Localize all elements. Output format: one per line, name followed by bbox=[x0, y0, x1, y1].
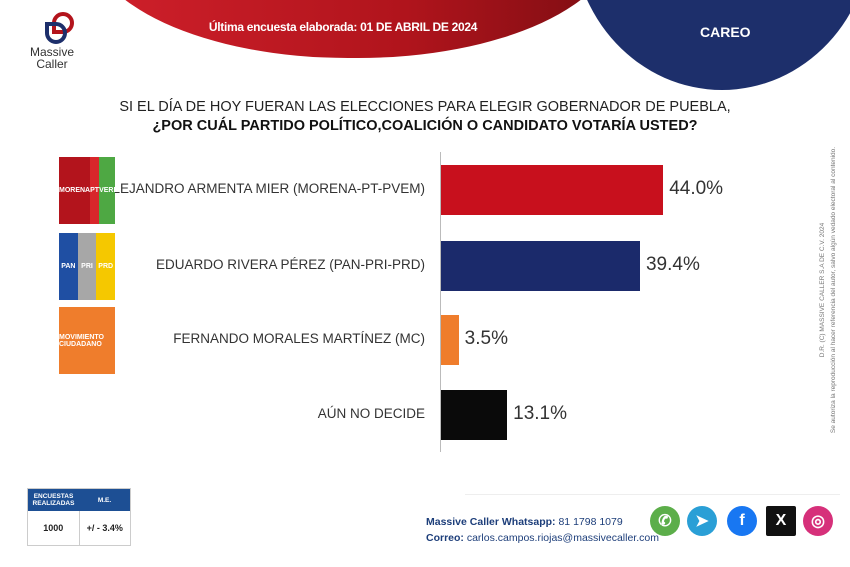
copyright-note: D.R. (C) MASSIVE CALLER S.A DE C.V. 2024… bbox=[817, 147, 839, 433]
party-logo: MOVIMIENTO CIUDADANO bbox=[59, 307, 115, 374]
header-surveys: ENCUESTAS REALIZADAS bbox=[32, 493, 75, 507]
header-margin: M.E. bbox=[97, 496, 112, 504]
party-logo-part: MORENA bbox=[59, 157, 91, 224]
bar-3 bbox=[441, 390, 508, 440]
party-logo-part: PAN bbox=[59, 233, 78, 300]
brand-line1: Massive bbox=[29, 45, 74, 59]
party-logo-part: PT bbox=[90, 157, 100, 224]
party-logo: PAN PRI PRD bbox=[59, 233, 115, 300]
survey-table: ENCUESTAS REALIZADAS M.E. 1000 +/ - 3.4% bbox=[27, 488, 131, 546]
section-title: CAREO bbox=[700, 24, 751, 40]
bar-2 bbox=[441, 315, 459, 365]
email-label: Correo: bbox=[426, 532, 464, 544]
party-logo-part: PRI bbox=[77, 233, 97, 300]
contact-info: Massive Caller Whatsapp: 81 1798 1079 Co… bbox=[426, 514, 659, 546]
brand-line2: Caller bbox=[36, 57, 68, 71]
x-icon[interactable]: X bbox=[766, 506, 796, 536]
margin-value: +/ - 3.4% bbox=[78, 511, 131, 545]
category-label: ALEJANDRO ARMENTA MIER (MORENA-PT-PVEM) bbox=[103, 181, 425, 196]
party-logo: MORENAPTVERDE bbox=[59, 157, 115, 224]
bar-1 bbox=[441, 241, 640, 291]
whatsapp-icon[interactable]: ✆ bbox=[650, 506, 680, 536]
massive-caller-logo: Massive Caller bbox=[24, 12, 80, 70]
category-label: FERNANDO MORALES MARTÍNEZ (MC) bbox=[173, 331, 425, 346]
logo-icon bbox=[35, 12, 74, 46]
instagram-icon[interactable]: ◎ bbox=[803, 506, 833, 536]
data-label: 44.0% bbox=[669, 178, 724, 199]
copyright-line2: Se autoriza la reproducción al hacer ref… bbox=[830, 146, 837, 434]
data-label: 3.5% bbox=[464, 328, 508, 349]
question-line2: ¿POR CUÁL PARTIDO POLÍTICO,COALICIÓN O C… bbox=[152, 118, 698, 134]
party-logo-part: MOVIMIENTO CIUDADANO bbox=[59, 307, 115, 374]
email-link[interactable]: carlos.campos.riojas@massivecaller.com bbox=[466, 532, 659, 544]
header-blue-circle bbox=[572, 0, 850, 90]
party-logo-part: VERDE bbox=[99, 157, 115, 224]
whatsapp-number[interactable]: 81 1798 1079 bbox=[558, 516, 623, 528]
copyright-line1: D.R. (C) MASSIVE CALLER S.A DE C.V. 2024 bbox=[819, 222, 826, 358]
survey-date: Última encuesta elaborada: 01 DE ABRIL D… bbox=[208, 20, 478, 34]
whatsapp-label: Massive Caller Whatsapp: bbox=[426, 516, 556, 528]
telegram-icon[interactable]: ➤ bbox=[687, 506, 717, 536]
category-label: EDUARDO RIVERA PÉREZ (PAN-PRI-PRD) bbox=[155, 257, 425, 272]
data-label: 39.4% bbox=[645, 254, 700, 275]
data-label: 13.1% bbox=[513, 403, 568, 424]
bar-0 bbox=[441, 165, 664, 215]
facebook-icon[interactable]: f bbox=[727, 506, 757, 536]
chart-axis bbox=[440, 152, 441, 452]
divider bbox=[465, 494, 840, 495]
surveys-value: 1000 bbox=[43, 523, 64, 533]
category-label: AÚN NO DECIDE bbox=[317, 406, 425, 421]
party-logo-part: PRD bbox=[96, 233, 115, 300]
question-line1: SI EL DÍA DE HOY FUERAN LAS ELECCIONES P… bbox=[119, 99, 731, 115]
